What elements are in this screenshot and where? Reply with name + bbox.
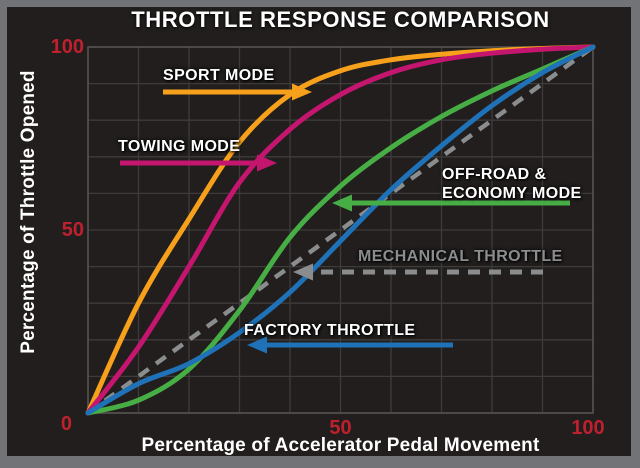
annotation-label-factory: FACTORY THROTTLE: [244, 322, 416, 339]
chart-title: THROTTLE RESPONSE COMPARISON: [131, 7, 550, 32]
annotation-label-offroad-2: ECONOMY MODE: [442, 185, 582, 202]
annotation-arrow-factory: [247, 336, 453, 354]
annotation-arrow-mechanical: [293, 263, 543, 281]
x-axis-title: Percentage of Accelerator Pedal Movement: [141, 435, 540, 456]
annotation-arrow-towing: [120, 154, 277, 172]
x-tick-label-100: 100: [571, 417, 605, 439]
annotation-arrow-sport: [163, 83, 312, 101]
annotation-label-towing: TOWING MODE: [118, 138, 241, 155]
y-tick-label-50: 50: [61, 219, 84, 241]
y-tick-label-0: 0: [60, 413, 72, 435]
x-tick-label-50: 50: [329, 417, 352, 439]
series-curve-factory: [85, 44, 596, 416]
annotation-arrow-offroad: [332, 194, 570, 212]
annotation-label-mechanical: MECHANICAL THROTTLE: [358, 248, 563, 265]
y-tick-label-100: 100: [50, 36, 84, 58]
annotation-label-sport: SPORT MODE: [163, 67, 275, 84]
series-curve-offroad: [85, 44, 596, 416]
plot-border: [87, 46, 594, 414]
y-axis-title: Percentage of Throttle Opened: [18, 70, 39, 354]
series-curve-mechanical: [86, 45, 595, 415]
annotation-label-offroad-1: OFF-ROAD &: [442, 166, 547, 183]
series-curve-towing: [85, 44, 596, 416]
